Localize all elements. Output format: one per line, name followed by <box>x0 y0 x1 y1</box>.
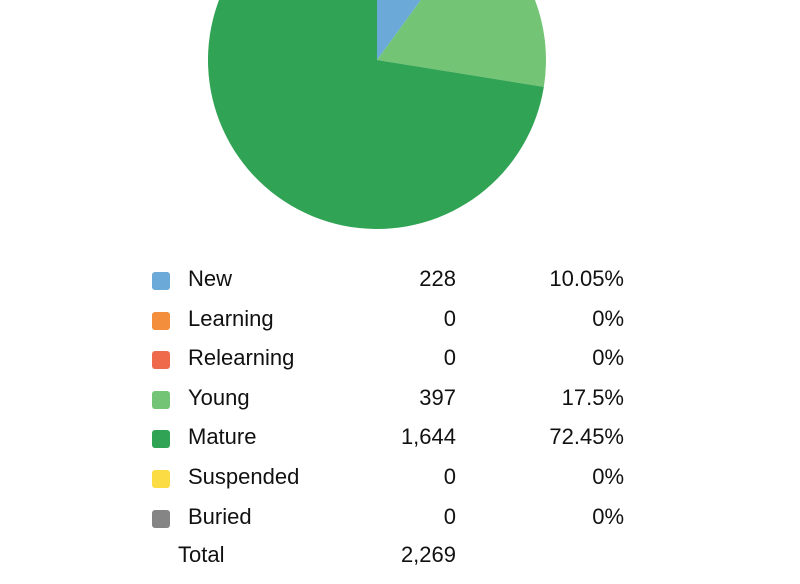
total-row: Total 2,269 <box>178 542 458 574</box>
legend-count-learning: 0 <box>443 305 456 331</box>
legend-label-suspended: Suspended <box>188 463 300 489</box>
legend-percent-mature: 72.45% <box>549 424 624 450</box>
legend-percent-relearning: 0% <box>592 345 624 371</box>
legend-percent-learning: 0% <box>592 305 624 331</box>
pie-slice-mature <box>208 0 544 229</box>
total-value: 2,269 <box>400 542 456 567</box>
pie-chart <box>208 0 546 229</box>
legend-swatch-learning <box>152 311 170 330</box>
legend-count-relearning: 0 <box>443 345 456 371</box>
legend-count-suspended: 0 <box>443 463 456 489</box>
legend-row-suspended: Suspended 0 0% <box>152 460 632 500</box>
legend-swatch-mature <box>152 430 170 449</box>
legend-swatch-young <box>152 390 170 409</box>
legend-count-young: 397 <box>419 384 456 410</box>
legend-swatch-relearning <box>152 351 170 370</box>
legend-percent-new: 10.05% <box>549 266 624 291</box>
pie-slice-young <box>377 0 546 87</box>
legend-label-new: New <box>188 266 233 291</box>
legend-count-buried: 0 <box>443 503 456 529</box>
legend-percent-young: 17.5% <box>561 384 624 410</box>
legend-count-mature: 1,644 <box>400 424 456 450</box>
legend-count-new: 228 <box>419 266 456 291</box>
legend-row-relearning: Relearning 0 0% <box>152 341 632 381</box>
legend-row-learning: Learning 0 0% <box>152 302 632 342</box>
total-label: Total <box>178 542 225 567</box>
legend-row-new: New 228 10.05% <box>152 262 632 302</box>
legend-percent-suspended: 0% <box>592 463 624 489</box>
legend-swatch-new <box>152 272 170 290</box>
legend-swatch-buried <box>152 509 170 528</box>
legend-swatch-suspended <box>152 469 170 488</box>
legend-row-mature: Mature 1,644 72.45% <box>152 420 632 460</box>
legend-percent-buried: 0% <box>592 503 624 529</box>
legend-label-young: Young <box>188 384 250 410</box>
legend-label-mature: Mature <box>188 424 257 450</box>
legend-label-relearning: Relearning <box>188 345 295 371</box>
legend-label-buried: Buried <box>188 503 252 529</box>
legend-row-buried: Buried 0 0% <box>152 500 632 540</box>
legend-row-young: Young 397 17.5% <box>152 381 632 421</box>
legend-table: New 228 10.05% Learning 0 0% Relearning … <box>152 262 632 539</box>
legend-label-learning: Learning <box>188 305 274 331</box>
